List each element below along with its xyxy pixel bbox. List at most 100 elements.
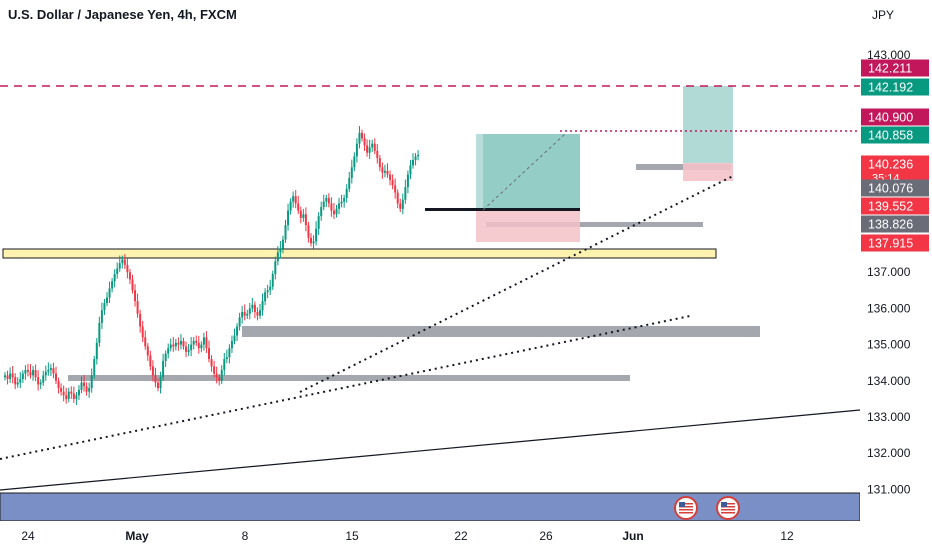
candle	[208, 340, 210, 363]
candle	[42, 370, 45, 386]
gray-zone	[68, 375, 630, 381]
candle-body	[151, 366, 154, 376]
candle	[113, 269, 116, 288]
price-tag: 137.915	[861, 234, 929, 252]
candle	[386, 163, 389, 178]
candle-body	[213, 366, 216, 374]
candle-body	[292, 196, 295, 202]
candle	[182, 337, 185, 350]
candle-body	[386, 170, 389, 175]
candle	[16, 377, 19, 388]
candle	[261, 293, 264, 316]
candle-body	[202, 337, 205, 345]
candle-body	[111, 281, 114, 289]
price-tag-bg	[861, 197, 929, 215]
candle	[243, 304, 246, 321]
candle	[366, 139, 369, 157]
candle	[292, 191, 295, 208]
candle	[228, 344, 231, 364]
flag-stripe	[679, 503, 693, 505]
candle	[281, 235, 284, 254]
trendline-solid	[0, 409, 861, 491]
candle	[185, 341, 188, 358]
candle-body	[228, 348, 231, 358]
candle	[29, 364, 32, 379]
candle	[335, 204, 338, 218]
candle	[238, 312, 241, 331]
candle-body	[220, 369, 223, 381]
price-tag-label: 140.858	[868, 129, 913, 143]
time-axis-bg	[0, 521, 932, 550]
candle	[355, 138, 358, 163]
candle	[126, 258, 129, 279]
candle	[348, 171, 351, 193]
candle-body	[164, 353, 167, 361]
candle-body	[241, 312, 244, 318]
x-tick-label: 15	[345, 529, 359, 543]
y-tick-label: 136.000	[867, 301, 911, 315]
candle-body	[134, 290, 137, 302]
candle-body	[190, 344, 193, 351]
candle	[350, 159, 353, 184]
candle	[52, 362, 55, 379]
candle	[417, 150, 420, 161]
candle-body	[200, 344, 203, 349]
candle	[236, 323, 239, 341]
candle-body	[208, 348, 210, 360]
price-tags: 142.211142.192140.900140.858140.23635:14…	[861, 59, 929, 252]
candle	[378, 154, 381, 172]
candle	[121, 255, 124, 269]
y-tick-label: 137.000	[867, 265, 911, 279]
price-tag-label: 140.236	[868, 158, 913, 172]
candle	[409, 159, 412, 180]
candle-body	[294, 196, 297, 204]
candle-body	[32, 369, 35, 376]
candle	[389, 170, 392, 186]
candle	[220, 365, 223, 385]
entry-line	[425, 208, 580, 211]
candle-body	[261, 301, 264, 311]
candle-body	[21, 373, 24, 379]
candle-body	[90, 375, 93, 389]
candle-body	[236, 326, 239, 336]
candle-body	[52, 368, 55, 374]
candle-body	[136, 301, 139, 314]
candle	[304, 207, 307, 232]
candle-body	[256, 312, 259, 316]
candle	[9, 367, 12, 383]
candle	[294, 190, 297, 209]
candle-body	[302, 214, 305, 218]
candle-body	[44, 371, 47, 376]
candle	[264, 288, 267, 306]
candle-body	[197, 342, 200, 349]
candle	[414, 153, 417, 166]
flag-circle	[674, 496, 698, 520]
candle-body	[276, 252, 279, 262]
candle-body	[218, 377, 221, 381]
candle	[174, 338, 177, 351]
candle	[406, 170, 409, 194]
candle	[368, 139, 371, 159]
candle-body	[266, 290, 269, 293]
price-tag-label: 139.552	[868, 200, 913, 214]
flag-stripe	[721, 512, 735, 514]
price-tag: 140.076	[861, 179, 929, 197]
candle	[358, 125, 361, 149]
x-tick-label: 12	[780, 529, 794, 543]
candle-body	[146, 346, 149, 356]
candle-body	[361, 132, 363, 139]
candle-body	[322, 201, 325, 208]
price-tag-label: 142.192	[868, 81, 913, 95]
time-axis: 24 May 8 15 22 26 Jun 12	[0, 496, 932, 550]
candle-body	[85, 386, 88, 392]
projection-line	[482, 133, 566, 211]
stop-zone	[683, 163, 733, 181]
candle-body	[103, 302, 106, 311]
candle-body	[412, 159, 414, 166]
candle-body	[98, 322, 101, 343]
candle-body	[88, 388, 91, 392]
candle-body	[179, 340, 182, 345]
candle-body	[192, 340, 195, 345]
candle	[134, 284, 137, 307]
candle	[317, 212, 320, 235]
